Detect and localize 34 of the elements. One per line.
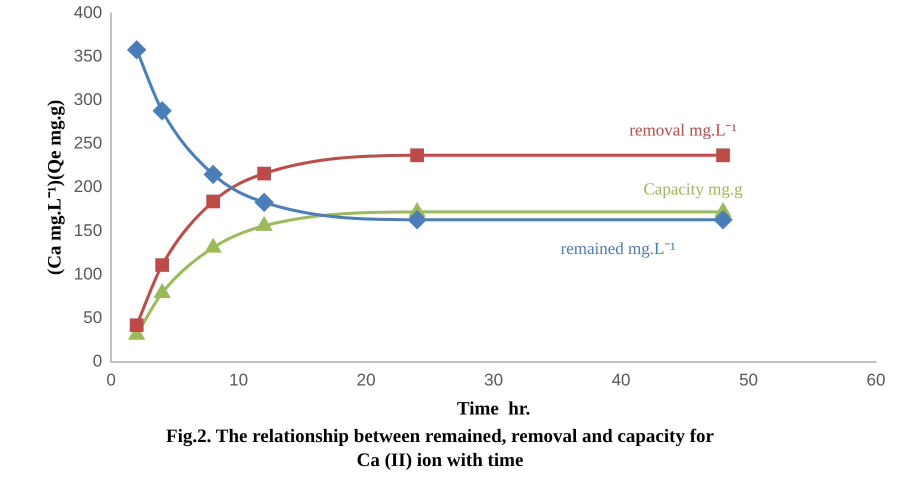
point: [257, 166, 271, 180]
y-tick-label: 350: [74, 46, 102, 66]
x-tick-label: 0: [106, 370, 116, 390]
text: Fig.2. The relationship between remained, removal and capacity for Ca (II) ion with time: [165, 425, 715, 473]
y-tick-label: 100: [74, 264, 102, 284]
x-axis-title: Time hr.: [456, 398, 530, 420]
y-tick-label: 0: [92, 351, 102, 370]
x-tick-label: 50: [739, 370, 758, 390]
point: [206, 194, 220, 208]
point: [716, 148, 730, 162]
point: [204, 164, 223, 184]
x-tick-label: 40: [612, 370, 631, 390]
y-tick-label: 50: [83, 308, 102, 327]
point: [408, 210, 427, 230]
series-label: Capacity mg.g: [643, 179, 744, 198]
point: [152, 101, 172, 120]
y-tick-label: 200: [74, 177, 102, 196]
series-label: removal mg.L⁻¹: [629, 120, 737, 140]
x-tick-label: 10: [229, 370, 248, 390]
y-tick-label: 250: [74, 134, 102, 153]
y-axis-title: (Ca mg.L⁻¹)(Qe mg.g): [44, 100, 66, 276]
point: [155, 258, 170, 272]
x-tick-label: 60: [866, 370, 886, 390]
point: [254, 192, 274, 212]
y-tick-label: 300: [74, 90, 102, 110]
point: [410, 148, 424, 162]
x-tick-label: 30: [484, 370, 504, 390]
x-tick-label: 20: [356, 370, 376, 390]
point: [714, 210, 733, 230]
point: [130, 318, 144, 332]
y-tick-label: 150: [74, 220, 102, 240]
point: [127, 40, 146, 60]
series-label: remained mg.L⁻¹: [560, 239, 676, 258]
y-tick-label: 400: [74, 2, 102, 22]
